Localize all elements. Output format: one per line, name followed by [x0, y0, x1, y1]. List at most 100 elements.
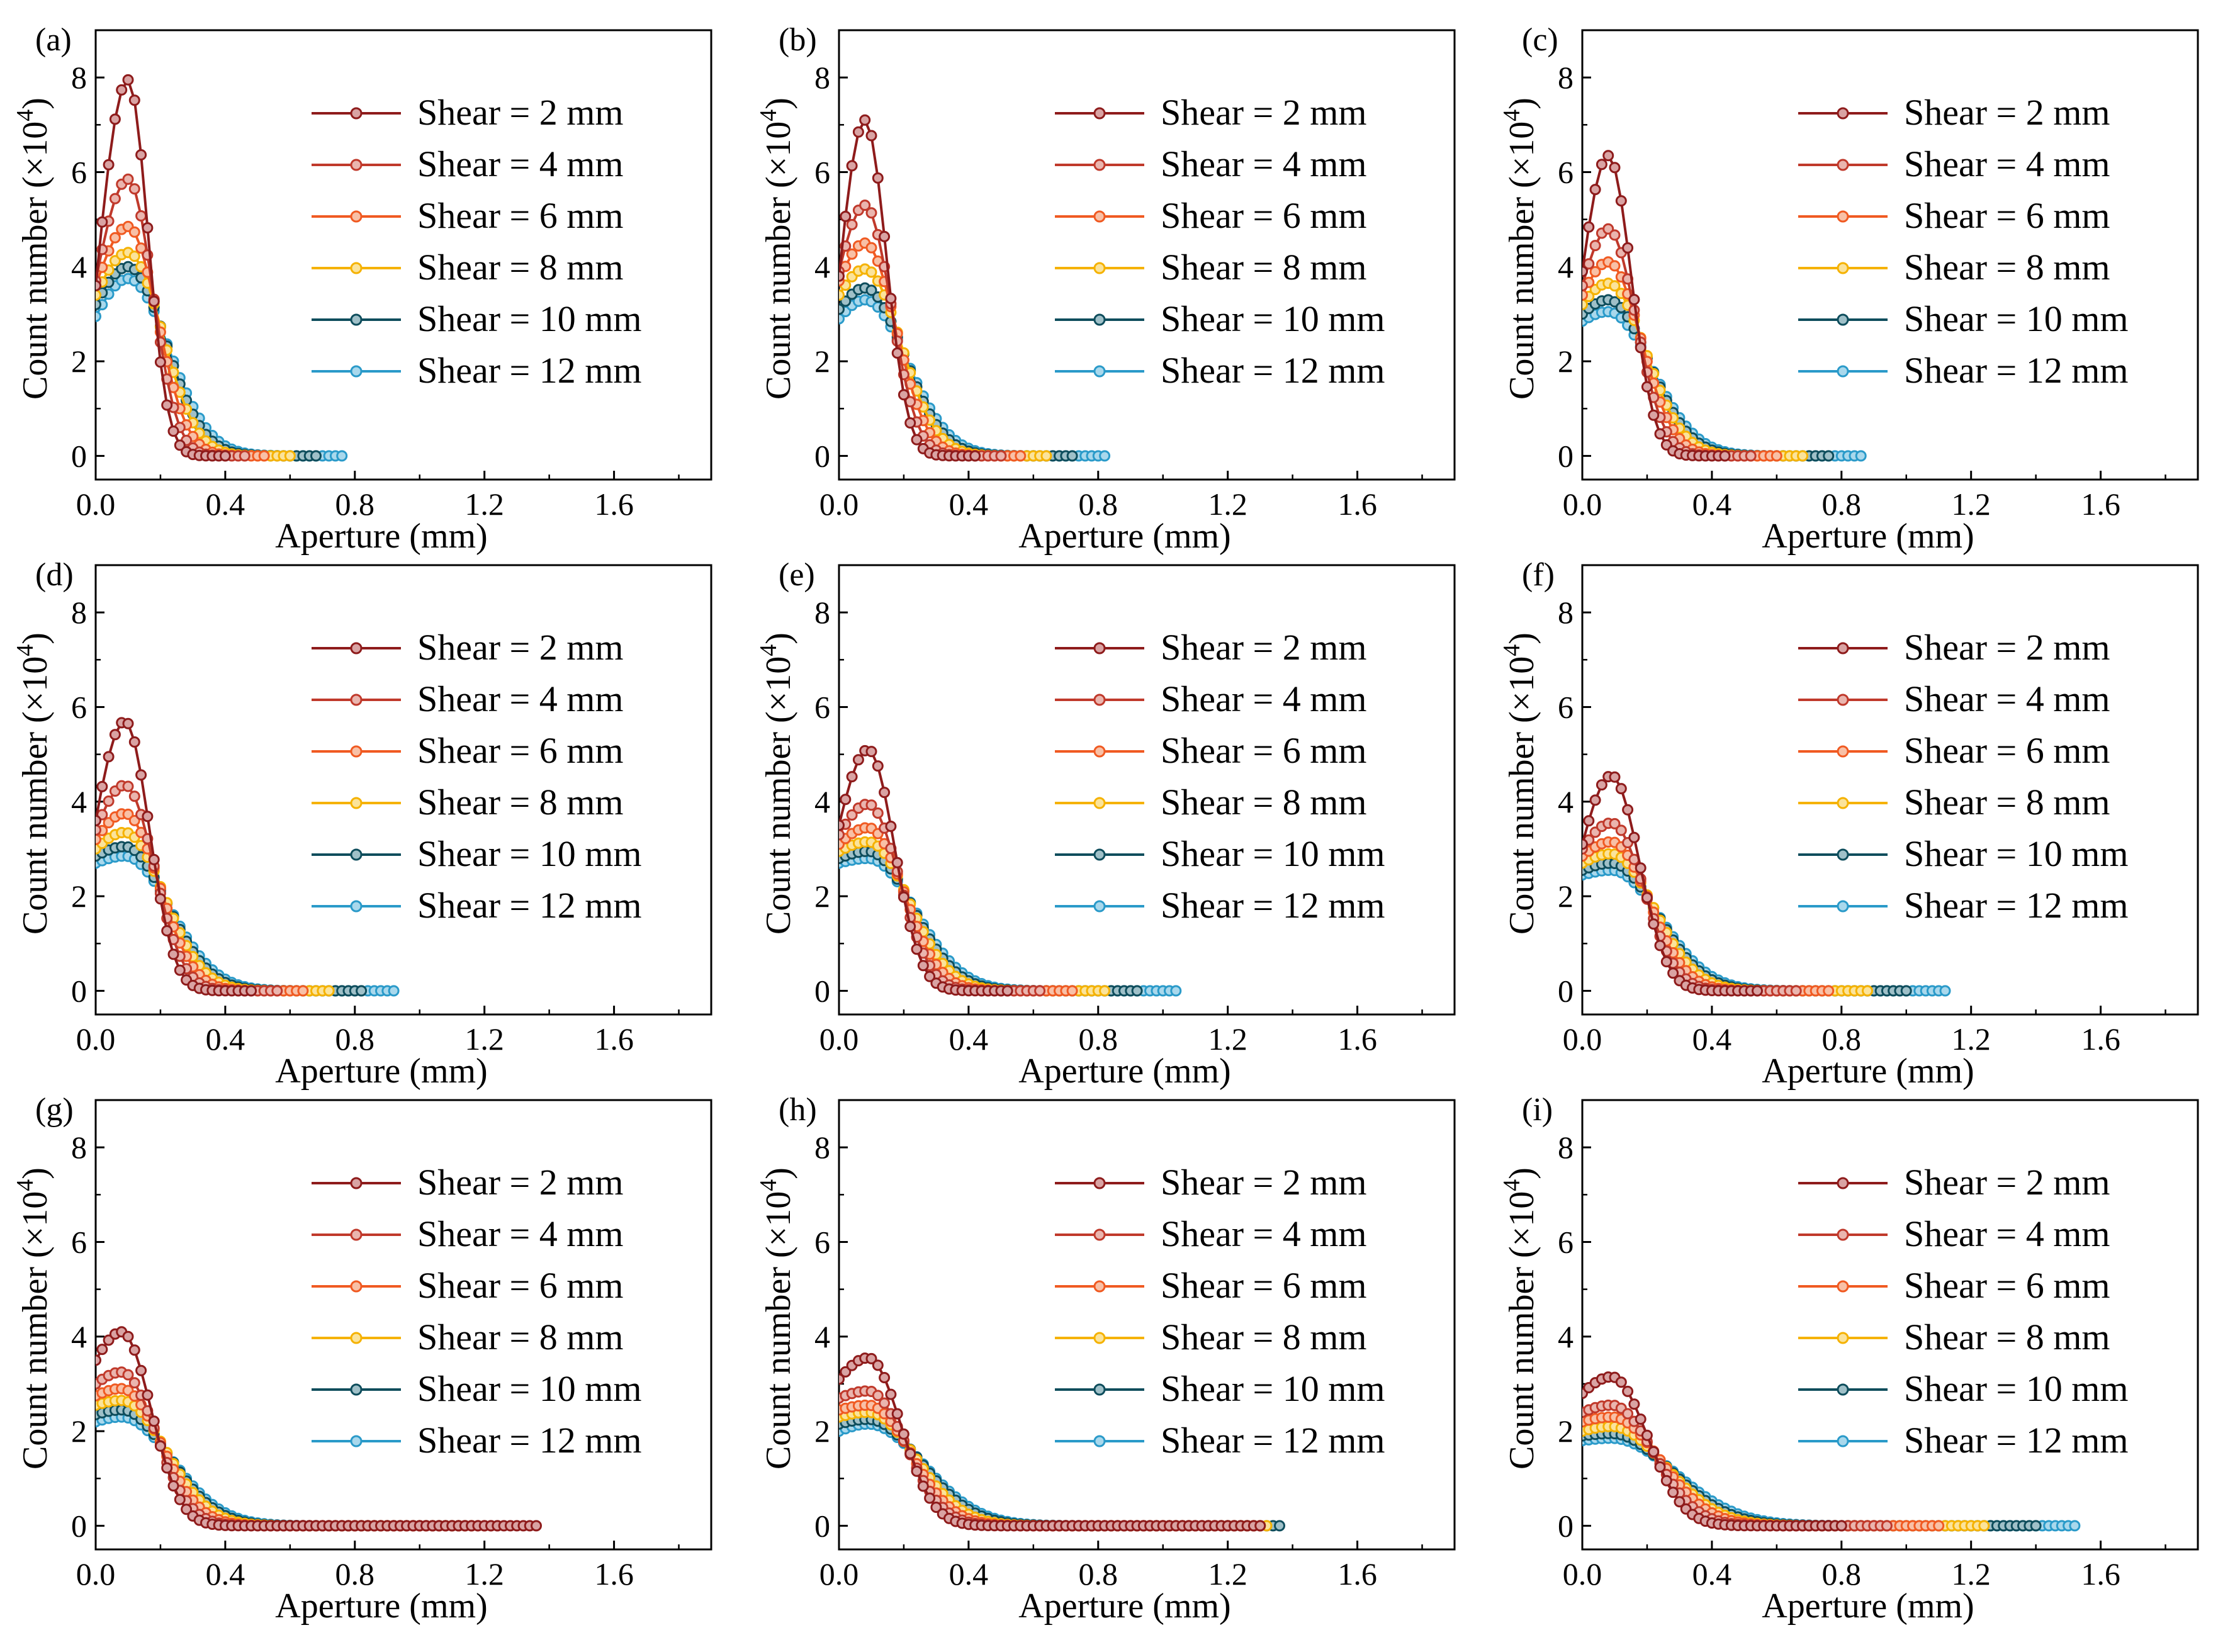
legend-entry: Shear = 6 mm — [1161, 730, 1367, 771]
y-axis-title: Count number (×104) — [755, 632, 798, 935]
plot-frame — [94, 1099, 712, 1551]
data-point — [1648, 1446, 1660, 1458]
data-point — [1641, 1429, 1653, 1441]
y-tick-label: 6 — [71, 1224, 87, 1259]
data-point — [1274, 1520, 1285, 1532]
data-point — [1978, 1520, 1990, 1532]
legend-marker — [1093, 1383, 1106, 1396]
y-axis-title-part: Count number ( — [16, 176, 55, 400]
data-point — [103, 159, 115, 171]
legend-marker — [1093, 210, 1106, 223]
series-line-5 — [839, 286, 1072, 458]
legend-entry: Shear = 8 mm — [1904, 782, 2110, 823]
series-line-3 — [96, 225, 264, 458]
data-point — [245, 985, 257, 997]
data-point — [846, 218, 858, 230]
legend-entry: Shear = 4 mm — [417, 1213, 624, 1254]
x-tick-label: 1.2 — [1208, 1021, 1247, 1057]
legend-marker — [1837, 365, 1849, 378]
y-tick-label: 0 — [1558, 438, 1573, 473]
data-point — [1862, 985, 1873, 997]
series-line-5 — [1582, 298, 1829, 458]
x-tick-label: 0.8 — [1079, 1021, 1118, 1057]
legend-entry: Shear = 4 mm — [417, 143, 624, 184]
data-point — [865, 284, 877, 296]
legend-marker — [1093, 262, 1106, 274]
data-point — [1582, 279, 1588, 291]
data-point — [917, 1480, 929, 1492]
legend-marker — [1093, 313, 1106, 326]
y-axis-title-part: ×10 — [759, 656, 798, 712]
data-point — [1667, 1486, 1679, 1498]
x-axis-title: Aperture (mm) — [1018, 1052, 1230, 1091]
legend-marker — [1837, 900, 1849, 913]
legend-entry: Shear = 2 mm — [1904, 627, 2110, 668]
legend-marker — [1837, 1177, 1849, 1189]
y-tick-label: 8 — [71, 60, 87, 95]
legend: Shear = 2 mm Shear = 4 mm Shear = 6 mm Shea… — [1798, 627, 2129, 926]
legend-entry: Shear = 8 mm — [417, 247, 624, 288]
data-point — [846, 809, 858, 821]
data-point — [122, 1369, 134, 1381]
data-point — [1582, 298, 1588, 310]
legend-entry: Shear = 10 mm — [1904, 833, 2129, 874]
data-point — [109, 113, 121, 125]
data-point — [109, 729, 121, 741]
data-point — [1622, 1408, 1634, 1420]
data-point — [128, 183, 140, 195]
y-tick-label: 2 — [1558, 879, 1573, 914]
y-axis-title-part: Count number ( — [16, 1246, 55, 1469]
legend-marker — [350, 642, 363, 655]
panel-i: 0.0 0.4 0.8 1.2 1.6 0 2 4 6 8 Aperture (mm) Count n… — [1499, 1092, 2199, 1626]
data-point — [388, 985, 400, 997]
x-tick-label: 0.0 — [1563, 1021, 1602, 1057]
y-tick-label: 4 — [1558, 784, 1573, 819]
data-point — [142, 222, 154, 233]
data-point — [911, 1465, 923, 1477]
data-point — [1855, 450, 1867, 462]
y-tick-label: 8 — [1558, 1130, 1573, 1165]
series-line-6 — [96, 277, 342, 458]
y-axis-title-part: Count number ( — [759, 176, 798, 400]
data-point — [154, 893, 166, 905]
data-point — [1615, 783, 1627, 795]
y-tick-label: 0 — [71, 1508, 87, 1543]
data-point — [142, 1389, 154, 1401]
x-tick-label: 0.4 — [206, 1021, 245, 1057]
data-point — [904, 1447, 916, 1459]
legend-entry: Shear = 10 mm — [1161, 1368, 1385, 1409]
y-tick-label: 2 — [71, 344, 87, 379]
legend-marker — [1837, 262, 1849, 274]
data-point — [96, 289, 101, 301]
legend-entry: Shear = 12 mm — [417, 350, 642, 391]
data-point — [1099, 450, 1111, 462]
data-point — [1596, 159, 1607, 171]
data-point — [865, 130, 877, 142]
legend-entry: Shear = 2 mm — [1904, 92, 2110, 133]
data-point — [1170, 985, 1182, 997]
plot-frame — [838, 564, 1456, 1016]
y-tick-label: 4 — [71, 249, 87, 284]
legend-marker — [1093, 642, 1106, 655]
series-line-6 — [96, 855, 394, 992]
data-point — [128, 736, 140, 748]
legend-entry: Shear = 2 mm — [417, 1162, 624, 1203]
legend-marker — [350, 1332, 363, 1344]
series-line-5 — [96, 845, 362, 992]
x-tick-label: 0.4 — [949, 1021, 989, 1057]
y-axis-title-part: ) — [1502, 1167, 1541, 1179]
legend: Shear = 2 mm Shear = 4 mm Shear = 6 mm Shea… — [1798, 1162, 2129, 1461]
data-point — [930, 1502, 942, 1513]
data-point — [1609, 818, 1621, 829]
data-point — [135, 149, 147, 160]
y-axis-title: Count number (×104) — [755, 1167, 798, 1469]
panel-g: 0.0 0.4 0.8 1.2 1.6 0 2 4 6 8 Aperture (mm) Count n… — [12, 1092, 712, 1626]
data-point — [839, 313, 845, 325]
data-point — [1823, 450, 1835, 462]
x-tick-label: 0.8 — [1822, 486, 1862, 522]
data-point — [239, 450, 251, 462]
legend-marker — [1093, 1332, 1106, 1344]
data-area — [1582, 1371, 2081, 1532]
data-point — [885, 821, 897, 832]
data-point — [839, 829, 845, 841]
